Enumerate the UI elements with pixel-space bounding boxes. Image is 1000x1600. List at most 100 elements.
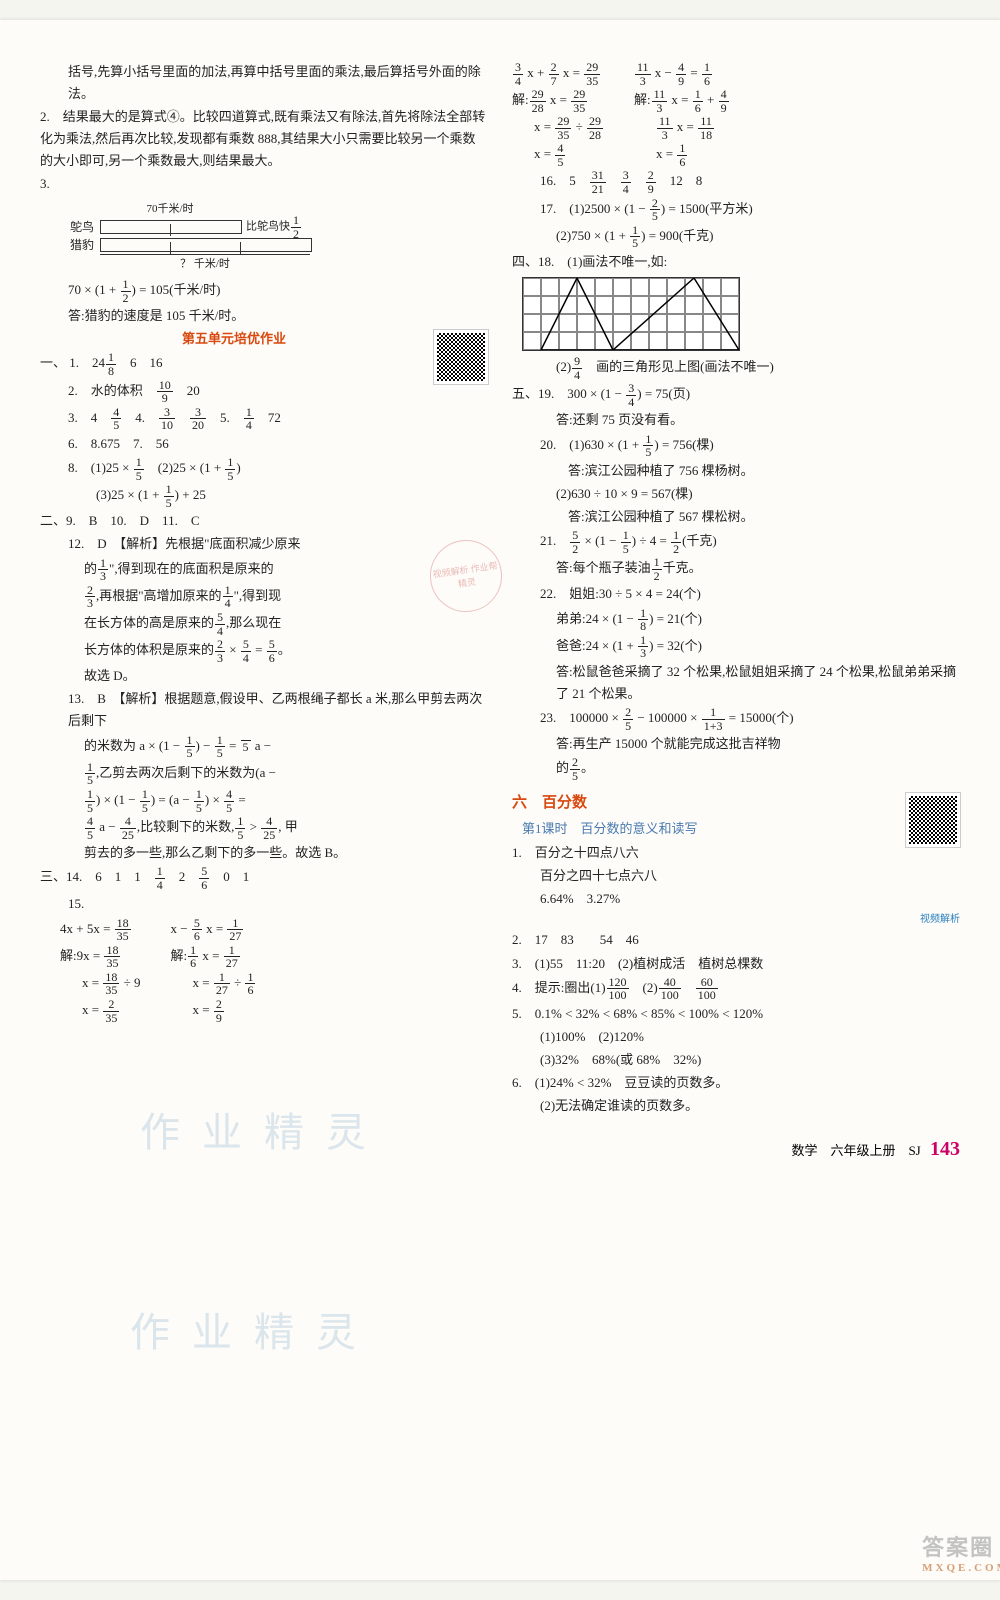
s2q12-end: 故选 D。	[40, 665, 488, 687]
s1q2f: 109	[157, 379, 173, 405]
eq-set3: 34 x + 27 x = 2935 解:2928 x = 2935 x = 2…	[512, 60, 604, 168]
u6q3: 3. (1)55 11:20 (2)植树成活 植树总棵数	[512, 953, 960, 975]
diagram-side-a: 比鸵鸟快	[246, 221, 290, 233]
triangle-grid	[522, 277, 740, 351]
q23-ans: 答:再生产 15000 个就能完成这批吉祥物	[512, 733, 960, 755]
q18-2: (2)94 画的三角形见上图(画法不唯一)	[512, 355, 960, 381]
s2q12-e: 长方体的体积是原来的23 × 54 = 56。	[40, 638, 488, 664]
q21: 21. 52 × (1 − 15) ÷ 4 = 12(千克)	[512, 529, 960, 555]
q2: 2. 结果最大的是算式④。比较四道算式,既有乘法又有除法,首先将除法全部转化为乘…	[40, 106, 488, 172]
equation-pair-2: 34 x + 27 x = 2935 解:2928 x = 2935 x = 2…	[512, 60, 960, 168]
q23: 23. 100000 × 25 − 100000 × 11+3 = 15000(…	[512, 706, 960, 732]
q17-1: 17. (1)2500 × (1 − 25) = 1500(平方米)	[512, 197, 960, 223]
eq-set2: x − 56 x = 127 解:16 x = 127 x = 127 ÷ 16…	[170, 916, 256, 1024]
u6q5b: (1)100% (2)120%	[512, 1026, 960, 1048]
unit6-title: 六 百分数	[512, 791, 960, 817]
u6q6b: (2)无法确定谁读的页数多。	[512, 1095, 960, 1117]
s1q1b: 6 16	[117, 355, 163, 370]
q22-ans: 答:松鼠爸爸采摘了 32 个松果,松鼠姐姐采摘了 24 个松果,松鼠弟弟采摘了 …	[512, 661, 960, 705]
u6q5a: 5. 0.1% < 32% < 68% < 85% < 100% < 120%	[512, 1003, 960, 1025]
s2q12-d: 在长方体的高是原来的54,那么现在	[40, 611, 488, 637]
s2q12-c: 23,再根据"高增加原来的14",得到现	[40, 584, 488, 610]
u6q2: 2. 17 83 54 46	[512, 929, 960, 951]
s1q6-7: 6. 8.675 7. 56	[40, 433, 488, 455]
s2q12-b: 的13",得到现在的底面积是原来的	[40, 557, 488, 583]
q20-ans1: 答:滨江公园种植了 756 棵杨树。	[512, 460, 960, 482]
left-column: 括号,先算小括号里面的加法,再算中括号里面的乘法,最后算括号外面的除法。 2. …	[40, 60, 488, 1118]
diagram-bottom-label: ？ 千米/时	[100, 254, 310, 274]
s2q13-end: 剪去的多一些,那么乙剩下的多一些。故选 B。	[40, 842, 488, 864]
q21-ans: 答:每个瓶子装油12千克。	[512, 556, 960, 582]
u6q1a: 1. 百分之十四点八六	[512, 842, 960, 864]
u6q5c: (3)32% 68%(或 68% 32%)	[512, 1049, 960, 1071]
u6q6a: 6. (1)24% < 32% 豆豆读的页数多。	[512, 1072, 960, 1094]
s1q3-5: 3. 4 45 4. 310 320 5. 14 72	[40, 406, 488, 432]
q3-answer: 答:猎豹的速度是 105 千米/时。	[40, 305, 488, 327]
s1q8-line2: (3)25 × (1 + 15) + 25	[40, 483, 488, 509]
qr-label-2: 视频解析	[512, 911, 960, 928]
watermark-2: 作 业 精 灵	[130, 1300, 362, 1358]
q20-2: (2)630 ÷ 10 × 9 = 567(棵)	[512, 483, 960, 505]
corner-wm-main: 答案圈	[922, 1535, 994, 1560]
two-column-layout: 括号,先算小括号里面的加法,再算中括号里面的乘法,最后算括号外面的除法。 2. …	[40, 60, 960, 1118]
s1q2b: 20	[174, 383, 200, 398]
equation-pair-1: 4x + 5x = 1835 解:9x = 1835 x = 1835 ÷ 9 …	[60, 916, 488, 1024]
s2q12-a: 12. D 【解析】先根据"底面积减少原来	[40, 533, 488, 555]
q3-eq-a: 70 × (1 +	[68, 282, 120, 297]
q16: 16. 5 3121 34 29 12 8	[512, 169, 960, 195]
corner-watermark: 答案圈 MXQE.COM	[922, 1530, 1000, 1574]
right-column: 34 x + 27 x = 2935 解:2928 x = 2935 x = 2…	[512, 60, 960, 1118]
footer-subject: 数学 六年级上册 SJ	[791, 1143, 920, 1158]
s2q13-d: 15) × (1 − 15) = (a − 15) × 45 =	[40, 788, 488, 814]
u6q1c: 6.64% 3.27%	[512, 888, 960, 910]
q20-ans2: 答:滨江公园种植了 567 棵松树。	[512, 506, 960, 528]
diagram-bar1	[100, 220, 242, 234]
section-2-line1: 二、9. B 10. D 11. C	[40, 510, 488, 532]
s1q8-line1: 8. (1)25 × 15 (2)25 × (1 + 15)	[40, 456, 488, 482]
q22-a: 22. 姐姐:30 ÷ 5 × 4 = 24(个)	[512, 583, 960, 605]
page: 视频解析 作业帮 精灵 作 业 精 灵 作 业 精 灵 括号,先算小括号里面的加…	[0, 20, 1000, 1580]
sec4-label: 四、	[512, 251, 538, 273]
diagram-bar2	[100, 238, 312, 252]
section-5-q19: 五、19. 300 × (1 − 34) = 75(页)	[512, 382, 960, 408]
section-3-q14: 三、14. 6 1 1 14 2 56 0 1	[40, 865, 488, 891]
s2q13-c: 15,乙剪去两次后剩下的米数为(a −	[40, 761, 488, 787]
corner-wm-sub: MXQE.COM	[922, 1562, 1000, 1574]
diagram-row2-label: 猎豹	[70, 235, 100, 255]
s3q15-label: 15.	[40, 893, 488, 915]
s2q13-a: 13. B 【解析】根据题意,假设甲、乙两根绳子都长 a 米,那么甲剪去两次后剩…	[40, 688, 488, 732]
eq-set1: 4x + 5x = 1835 解:9x = 1835 x = 1835 ÷ 9 …	[60, 916, 140, 1024]
eq-set4: 113 x − 49 = 16 解:113 x = 16 + 49 113 x …	[634, 60, 730, 168]
diagram-top-label: 70千米/时	[100, 200, 240, 219]
sec3-label: 三、	[40, 866, 66, 888]
q23-ans2: 的25。	[512, 756, 960, 782]
speed-diagram: 70千米/时 鸵鸟 比鸵鸟快12 猎豹 ？ 千米/时	[70, 200, 488, 274]
unit6-subtitle: 第1课时 百分数的意义和读写	[522, 818, 960, 840]
q3-eq-frac: 12	[121, 278, 131, 304]
diagram-side-frac: 12	[291, 214, 301, 240]
s2q13-e: 45 a − 425,比较剩下的米数,15 > 425, 甲	[40, 815, 488, 841]
q22-c: 爸爸:24 × (1 + 13) = 32(个)	[512, 634, 960, 660]
q3-eq-b: ) = 105(千米/时)	[132, 282, 221, 297]
s1q1a: 1. 24	[69, 355, 105, 370]
u6q4: 4. 提示:圈出(1)120100 (2)40100 60100	[512, 976, 960, 1002]
q3-label: 3.	[40, 173, 488, 195]
q22-b: 弟弟:24 × (1 − 18) = 21(个)	[512, 607, 960, 633]
diagram-side-text: 比鸵鸟快12	[246, 214, 302, 240]
q20-1: 20. (1)630 × (1 + 15) = 756(棵)	[512, 433, 960, 459]
sec5-label: 五、	[512, 383, 538, 405]
s1q2a: 2. 水的体积	[68, 383, 156, 398]
sec1-label: 一、	[40, 352, 66, 374]
section-4-q18: 四、18. (1)画法不唯一,如:	[512, 251, 960, 273]
qr-code-2	[906, 793, 960, 847]
s1q1f: 18	[106, 351, 116, 377]
sec2-label: 二、	[40, 510, 66, 532]
u6q1b: 百分之四十七点六八	[512, 865, 960, 887]
footer-page-number: 143	[930, 1138, 960, 1160]
page-footer: 数学 六年级上册 SJ 143	[40, 1138, 960, 1161]
s2q13-b: 的米数为 a × (1 − 15) − 15 = 5 a −	[40, 734, 488, 760]
unit5-title: 第五单元培优作业	[40, 328, 488, 350]
section-1: 一、 1. 2418 6 16	[40, 351, 488, 377]
s2-9-11: 9. B 10. D 11. C	[66, 513, 200, 528]
q19-ans: 答:还剩 75 页没有看。	[512, 409, 960, 431]
